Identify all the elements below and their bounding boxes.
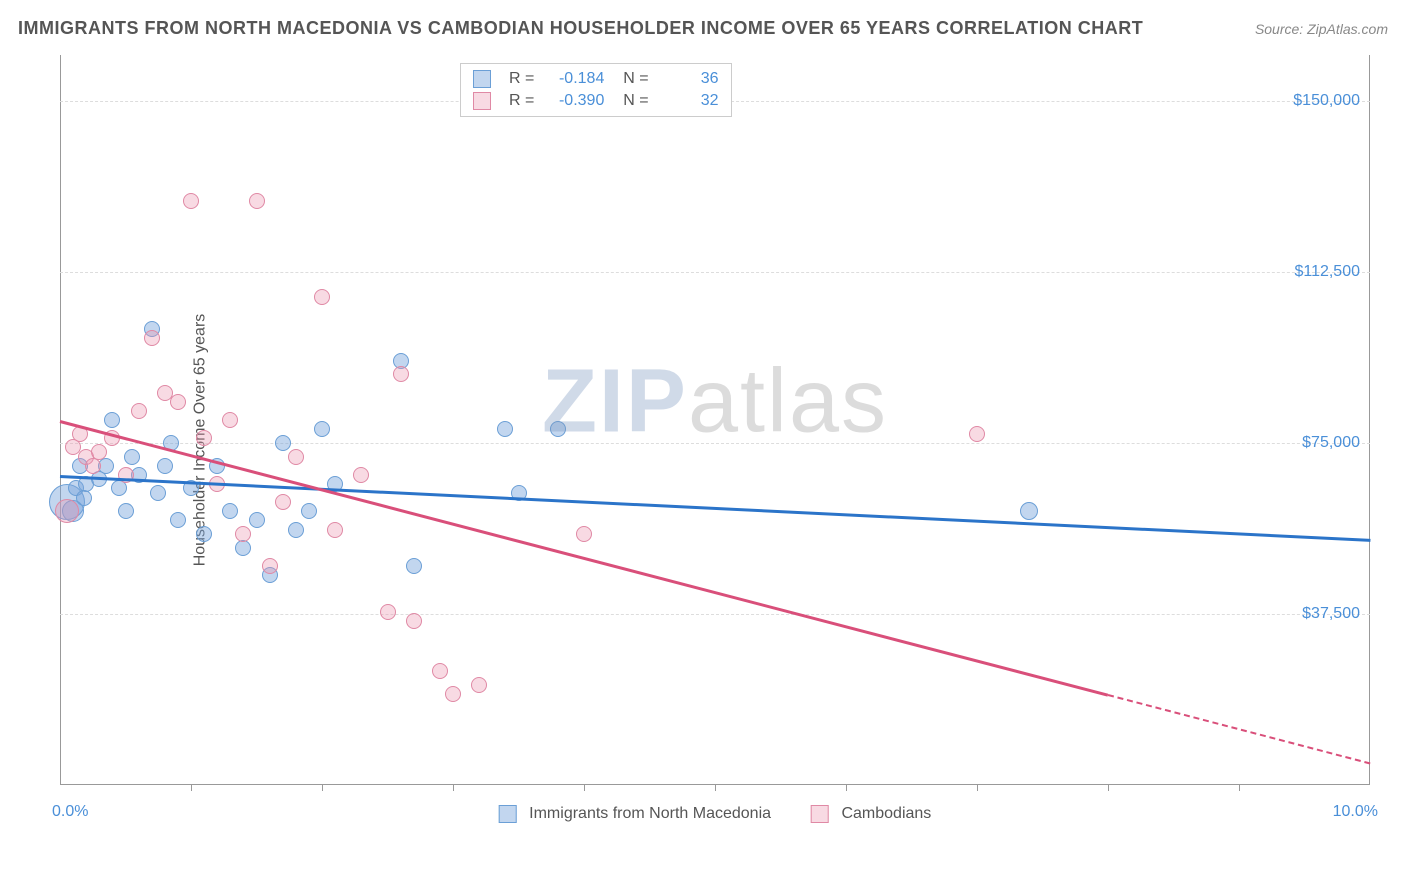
data-point (55, 499, 79, 523)
data-point (969, 426, 985, 442)
data-point (275, 494, 291, 510)
data-point (196, 430, 212, 446)
data-point (111, 480, 127, 496)
data-point (157, 458, 173, 474)
swatch-series-b (473, 92, 491, 110)
data-point (445, 686, 461, 702)
data-point (235, 540, 251, 556)
trend-line-dashed (1108, 694, 1370, 764)
legend-row-series-b: R = -0.390 N = 32 (473, 90, 719, 112)
y-axis-border-right (1369, 55, 1370, 785)
data-point (380, 604, 396, 620)
data-point (497, 421, 513, 437)
swatch-series-a (473, 70, 491, 88)
data-point (76, 490, 92, 506)
data-point (222, 503, 238, 519)
grid-line (60, 272, 1370, 273)
data-point (393, 366, 409, 382)
trend-line (60, 475, 1370, 542)
grid-line (60, 614, 1370, 615)
n-label: N = (614, 92, 648, 110)
data-point (288, 449, 304, 465)
data-point (471, 677, 487, 693)
watermark: ZIPatlas (542, 350, 888, 453)
data-point (262, 558, 278, 574)
data-point (222, 412, 238, 428)
n-label: N = (614, 70, 648, 88)
data-point (249, 512, 265, 528)
grid-line (60, 443, 1370, 444)
y-tick-label: $37,500 (1302, 605, 1360, 623)
data-point (91, 444, 107, 460)
data-point (275, 435, 291, 451)
data-point (150, 485, 166, 501)
data-point (406, 613, 422, 629)
legend-row-series-a: R = -0.184 N = 36 (473, 68, 719, 90)
data-point (170, 512, 186, 528)
data-point (170, 394, 186, 410)
x-tick (715, 785, 716, 791)
correlation-legend: R = -0.184 N = 36 R = -0.390 N = 32 (460, 63, 732, 117)
x-tick (453, 785, 454, 791)
source-label: Source: ZipAtlas.com (1255, 21, 1388, 37)
x-min-label: 0.0% (52, 803, 88, 821)
trend-line (60, 420, 1109, 697)
data-point (550, 421, 566, 437)
data-point (314, 289, 330, 305)
data-point (131, 403, 147, 419)
n-value-b: 32 (659, 92, 719, 110)
series-legend: Immigrants from North Macedonia Cambodia… (499, 805, 932, 823)
r-label: R = (509, 92, 534, 110)
data-point (288, 522, 304, 538)
y-tick-label: $75,000 (1302, 434, 1360, 452)
r-value-a: -0.184 (544, 70, 604, 88)
data-point (314, 421, 330, 437)
data-point (353, 467, 369, 483)
data-point (85, 458, 101, 474)
n-value-a: 36 (659, 70, 719, 88)
swatch-b-icon (811, 805, 829, 823)
series-a-name: Immigrants from North Macedonia (529, 805, 771, 822)
data-point (249, 193, 265, 209)
scatter-plot: Householder Income Over 65 years $37,500… (60, 55, 1370, 825)
data-point (144, 330, 160, 346)
legend-item-a: Immigrants from North Macedonia (499, 805, 771, 823)
data-point (183, 193, 199, 209)
data-point (327, 522, 343, 538)
watermark-atlas: atlas (688, 351, 888, 451)
x-tick (977, 785, 978, 791)
chart-title: IMMIGRANTS FROM NORTH MACEDONIA VS CAMBO… (18, 18, 1143, 39)
data-point (196, 526, 212, 542)
r-label: R = (509, 70, 534, 88)
swatch-a-icon (499, 805, 517, 823)
data-point (576, 526, 592, 542)
data-point (432, 663, 448, 679)
x-tick (191, 785, 192, 791)
x-tick (846, 785, 847, 791)
r-value-b: -0.390 (544, 92, 604, 110)
watermark-zip: ZIP (542, 351, 688, 451)
y-tick-label: $112,500 (1294, 263, 1360, 281)
x-max-label: 10.0% (1333, 803, 1378, 821)
data-point (104, 412, 120, 428)
x-tick (1239, 785, 1240, 791)
data-point (124, 449, 140, 465)
y-tick-label: $150,000 (1293, 92, 1360, 110)
data-point (118, 503, 134, 519)
x-tick (584, 785, 585, 791)
series-b-name: Cambodians (841, 805, 931, 822)
x-tick (322, 785, 323, 791)
data-point (301, 503, 317, 519)
data-point (1020, 502, 1038, 520)
data-point (235, 526, 251, 542)
data-point (406, 558, 422, 574)
legend-item-b: Cambodians (811, 805, 931, 823)
x-tick (1108, 785, 1109, 791)
